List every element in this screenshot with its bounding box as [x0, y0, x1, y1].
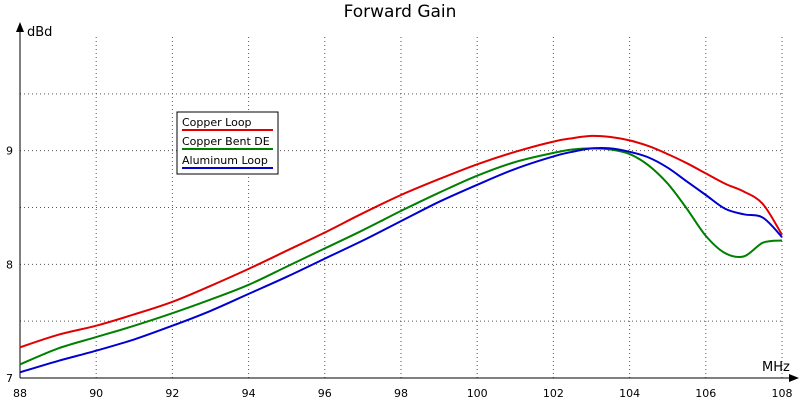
y-axis-label: dBd [27, 25, 52, 40]
x-tick-label: 102 [543, 387, 564, 400]
x-tick-label: 98 [394, 387, 408, 400]
tick-labels: 88 90 92 94 96 98 100 102 104 106 108 7 8 9 [6, 145, 793, 400]
y-tick-label: 9 [6, 145, 13, 158]
legend-label: Copper Bent DE [182, 135, 270, 148]
x-tick-label: 90 [89, 387, 103, 400]
x-axis-label: MHz [762, 360, 790, 375]
x-tick-label: 106 [695, 387, 716, 400]
x-tick-label: 108 [772, 387, 793, 400]
legend: Copper Loop Copper Bent DE Aluminum Loop [176, 111, 279, 175]
legend-label: Copper Loop [182, 116, 252, 129]
series-line-aluminum-loop [19, 146, 783, 374]
series-line-copper-bent-de [19, 147, 783, 366]
series-line-copper-loop [19, 134, 783, 349]
x-tick-label: 94 [242, 387, 256, 400]
legend-label: Aluminum Loop [182, 154, 268, 167]
x-tick-label: 88 [13, 387, 27, 400]
x-tick-label: 100 [467, 387, 488, 400]
y-tick-label: 7 [6, 372, 13, 385]
legend-box [176, 111, 279, 175]
axes [16, 22, 799, 382]
y-axis-arrow [16, 22, 24, 32]
x-tick-label: 96 [318, 387, 332, 400]
x-axis-arrow [789, 374, 799, 382]
grid [20, 37, 783, 378]
series-lines [19, 134, 783, 374]
x-tick-label: 104 [619, 387, 640, 400]
y-tick-label: 8 [6, 258, 13, 271]
x-tick-label: 92 [165, 387, 179, 400]
chart-title: Forward Gain [344, 2, 457, 22]
